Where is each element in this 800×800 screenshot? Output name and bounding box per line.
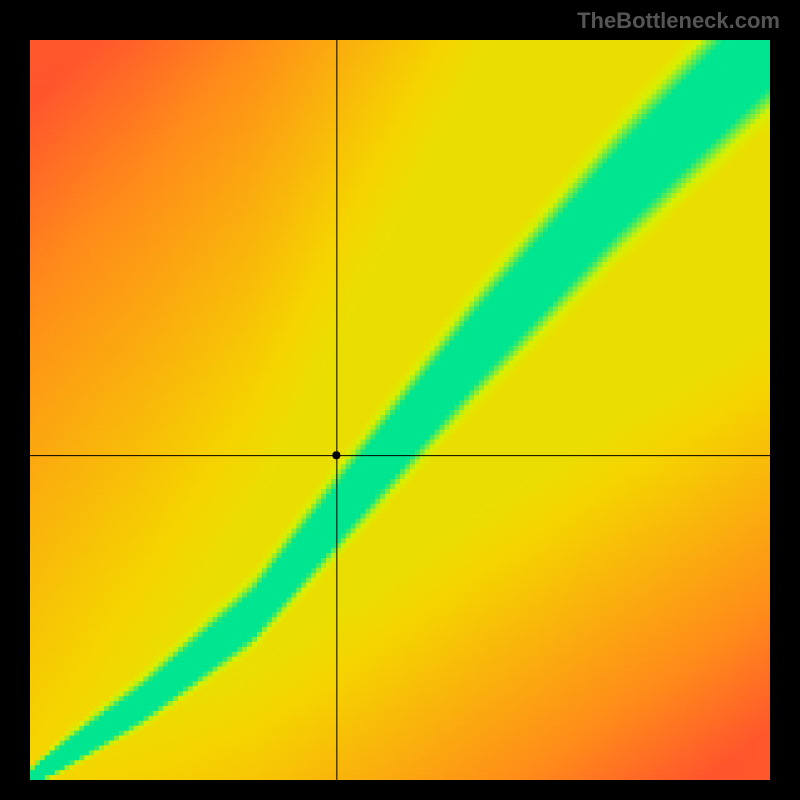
heatmap-plot	[30, 40, 770, 780]
chart-container: TheBottleneck.com	[0, 0, 800, 800]
heatmap-canvas	[30, 40, 770, 780]
watermark-text: TheBottleneck.com	[577, 8, 780, 34]
